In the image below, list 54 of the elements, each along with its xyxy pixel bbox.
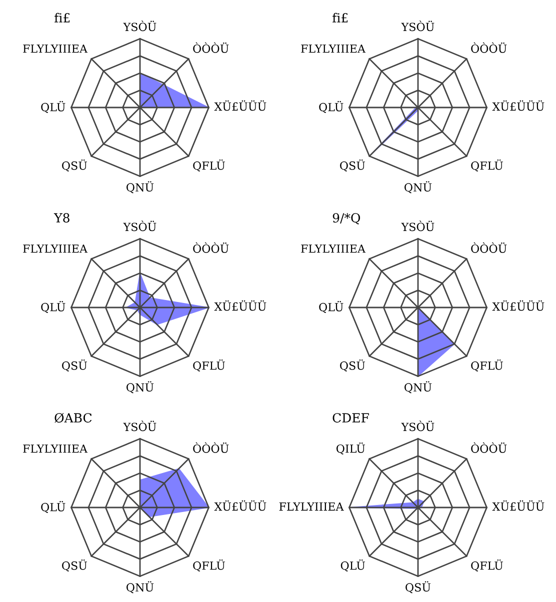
spoke-label: XÜ£ÜÜÜ [492,300,544,311]
spoke-label: QILÜ [336,442,365,454]
spoke-label: ÒÒÒÜ [193,242,229,253]
spoke-label: FLYLYIIIEA [23,44,88,53]
spoke-label: QLÜ [319,300,344,313]
spoke-label: QFLÜ [193,359,225,372]
spoke-label: XÜ£ÜÜÜ [214,300,266,311]
chart-title: ØABC [54,412,92,423]
spoke-label: QFLÜ [193,559,225,572]
spoke-label: QNÜ [126,181,154,194]
spoke-label: XÜ£ÜÜÜ [492,500,544,511]
spoke-label: ÒÒÒÜ [471,442,507,453]
spoke-label: QFLÜ [471,559,503,572]
chart-title: Y8 [54,213,70,223]
spoke-label: YSÒÜ [123,220,156,232]
spoke-label: ÒÒÒÜ [471,42,507,53]
spoke-label: QLÜ [41,500,66,513]
spoke-label: QNÜ [404,181,432,194]
spoke-label: QLÜ [319,100,344,113]
spoke-label: FLYLYIIIEA [301,44,366,53]
spoke-label: QNÜ [126,381,154,394]
spoke-label: QSÜ [340,159,365,172]
spoke-label: QLÜ [41,300,66,313]
spoke-label: QSÜ [62,359,87,372]
chart-title: fi£ [332,12,348,22]
spoke-label: XÜ£ÜÜÜ [214,100,266,111]
spoke-label: ÒÒÒÜ [193,42,229,53]
spoke-label: YSÒÜ [123,20,156,32]
chart-title: fi£ [54,12,70,22]
chart-title: 9/*Q [332,213,360,224]
spoke-label: QFLÜ [471,159,503,172]
spoke-label: XÜ£ÜÜÜ [492,100,544,111]
spoke-label: QSÜ [62,159,87,172]
chart-title: CDEF [332,413,369,423]
spoke-label: QLÜ [340,559,365,572]
spoke-label: YSÒÜ [123,420,156,432]
spoke-label: QNÜ [126,581,154,594]
spoke-label: FLYLYIIIEA [279,502,344,511]
spoke-label: QSÜ [62,559,87,572]
spoke-label: FLYLYIIIEA [23,444,88,453]
spoke-label: ÒÒÒÜ [471,242,507,253]
spoke-label: QNÜ [404,381,432,394]
spoke-label: XÜ£ÜÜÜ [214,500,266,511]
spoke-label: QFLÜ [471,359,503,372]
spoke-label: YSÒÜ [401,420,434,432]
spoke-label: YSÒÜ [401,220,434,232]
spoke-label: YSÒÜ [401,20,434,32]
spoke-label: QLÜ [41,100,66,113]
spoke-label: ÒÒÒÜ [193,442,229,453]
spoke-label: QSÜ [340,359,365,372]
spoke-label: QSÜ [406,581,431,594]
spoke-label: FLYLYIIIEA [23,244,88,253]
spoke-label: FLYLYIIIEA [301,244,366,253]
spoke-label: QFLÜ [193,159,225,172]
